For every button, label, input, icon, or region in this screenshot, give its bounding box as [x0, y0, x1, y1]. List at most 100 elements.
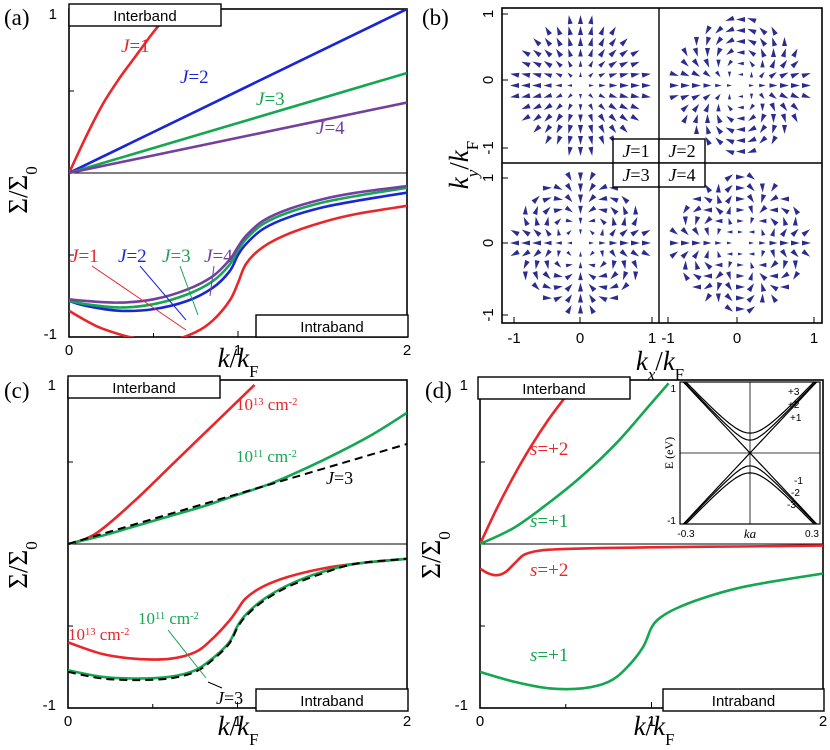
curve-label-1e13-bottom-part: 13	[85, 627, 96, 638]
vector-arrow	[780, 284, 789, 290]
curve-label-1e13-top-part: -2	[289, 397, 298, 408]
vector-arrow	[746, 294, 755, 303]
x-axis-title-part: k	[218, 711, 231, 741]
label-box	[255, 314, 409, 338]
vector-arrow	[736, 149, 745, 154]
vector-arrow	[750, 261, 755, 269]
vector-arrow	[691, 226, 699, 236]
curve-label-J=3-part: =3	[170, 246, 190, 267]
vector-arrow	[630, 93, 640, 99]
curve-label-J=2: J=2	[118, 246, 147, 267]
curve-label-s=+2: s=+2	[530, 439, 568, 460]
vector-arrow	[782, 125, 787, 134]
x-tick-label: -1	[661, 330, 674, 347]
vector-arrow	[759, 37, 768, 47]
vector-arrow	[747, 39, 757, 46]
curve-label-1e13-bottom: 1013 cm-2	[68, 625, 129, 644]
vector-arrow	[758, 71, 765, 79]
vector-arrow	[532, 93, 542, 98]
label-box	[477, 376, 631, 400]
vector-arrow	[714, 262, 723, 268]
vector-arrow	[724, 293, 733, 302]
curve-label-s=+1-part: s	[530, 645, 537, 666]
vector-arrow	[706, 36, 712, 46]
series-line-s-2-intraband	[480, 544, 823, 577]
vector-arrow	[759, 83, 766, 88]
vector-arrow	[554, 260, 562, 268]
vector-arrow	[553, 195, 563, 201]
vector-arrow	[792, 216, 798, 226]
inset-ytick: -1	[667, 516, 676, 527]
vector-arrow	[588, 263, 596, 268]
vector-arrow	[620, 83, 629, 88]
vector-arrow	[599, 260, 607, 268]
x-tick-label: 2	[403, 713, 411, 730]
vector-arrow	[715, 125, 724, 135]
vector-arrow	[579, 94, 582, 99]
vector-arrow	[760, 113, 767, 123]
vector-arrow	[724, 184, 733, 193]
vector-arrow	[578, 60, 583, 67]
x-axis-title-part: k	[634, 711, 647, 741]
vector-arrow	[553, 272, 563, 278]
vector-arrow	[727, 84, 732, 87]
vector-arrow	[759, 205, 768, 214]
vector-arrow	[578, 15, 583, 24]
series-line-J-2-intraband	[69, 191, 407, 313]
panel-d: 0 1 21-1InterbandIntraband(d)Σ/Σ0k/kFs=+2s…	[416, 376, 827, 749]
vector-arrow	[608, 73, 618, 78]
vector-arrow	[802, 83, 811, 88]
vector-arrow	[565, 171, 572, 181]
vector-arrow	[680, 250, 689, 259]
x-tick-label: 0	[576, 330, 584, 347]
vector-arrow	[564, 182, 572, 192]
label-box-text: Intraband	[300, 319, 363, 336]
vector-arrow	[608, 124, 617, 134]
vector-arrow	[589, 84, 594, 87]
vector-arrow	[555, 72, 563, 78]
vector-arrow	[748, 252, 755, 256]
vector-arrow	[680, 70, 690, 77]
vector-arrow	[543, 61, 553, 69]
vector-arrow	[793, 206, 801, 216]
y-tick-label: 1	[480, 174, 497, 182]
curve-label-J=4-part: J	[204, 246, 214, 267]
vector-arrow	[736, 284, 745, 290]
vector-arrow	[738, 73, 743, 76]
curve-label-J=2-part: J	[180, 67, 190, 88]
x-tick-label: 0	[733, 330, 741, 347]
vector-arrow	[533, 229, 542, 237]
vector-arrow	[715, 271, 724, 280]
vector-arrow	[608, 113, 617, 122]
vector-arrow	[619, 61, 629, 68]
vector-arrow	[726, 271, 731, 280]
x-tick-label: 1	[648, 330, 656, 347]
vector-arrow	[761, 228, 766, 236]
label-box-text: Intraband	[712, 693, 775, 710]
vector-arrow	[727, 241, 732, 245]
vector-arrow	[790, 102, 799, 111]
vector-arrow	[736, 50, 745, 55]
y-axis-title: Σ/Σ0	[3, 541, 41, 588]
vector-arrow	[716, 59, 721, 68]
curve-label-J3-top-part: =3	[334, 468, 353, 488]
vector-arrow	[736, 207, 745, 213]
inset-band	[685, 382, 815, 434]
vector-arrow	[717, 282, 723, 292]
quadrant-label: J=3	[622, 165, 649, 185]
vector-arrow	[609, 283, 619, 289]
vector-arrow	[510, 93, 520, 99]
vector-arrow	[567, 146, 573, 156]
vector-arrow	[769, 273, 778, 279]
vector-arrow	[588, 113, 593, 123]
vector-arrow	[726, 206, 731, 215]
vector-arrow	[631, 83, 640, 88]
vector-arrow	[555, 83, 562, 88]
vector-arrow	[566, 250, 572, 256]
curve-label-J3-bottom-part: J	[216, 688, 225, 708]
vector-arrow	[521, 93, 531, 99]
vector-arrow	[680, 58, 689, 67]
vector-arrow	[565, 263, 573, 268]
vector-arrow	[564, 273, 573, 281]
vector-arrow	[542, 283, 552, 289]
